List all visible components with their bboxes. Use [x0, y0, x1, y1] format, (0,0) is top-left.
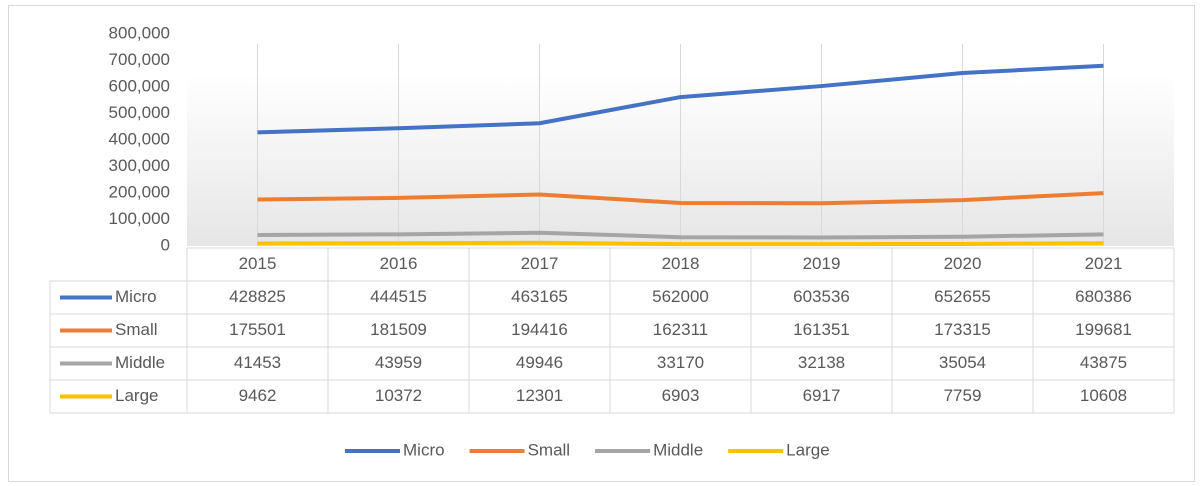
table-cell: 162311 [653, 320, 708, 339]
y-tick-label: 500,000 [109, 103, 170, 122]
x-tick-label: 2021 [1085, 254, 1123, 273]
y-tick-label: 200,000 [109, 182, 170, 201]
table-cell: 43875 [1080, 353, 1127, 372]
table-cell: 199681 [1075, 320, 1132, 339]
x-tick-label: 2018 [662, 254, 700, 273]
table-cell: 49946 [516, 353, 563, 372]
table-cell: 652655 [934, 287, 991, 306]
table-cell: 41453 [234, 353, 281, 372]
table-cell: 562000 [652, 287, 709, 306]
table-cell: 175501 [229, 320, 286, 339]
y-tick-label: 800,000 [109, 23, 170, 42]
table-cell: 35054 [939, 353, 986, 372]
x-tick-label: 2019 [803, 254, 841, 273]
table-cell: 680386 [1075, 287, 1132, 306]
table-cell: 181509 [370, 320, 427, 339]
table-cell: 6903 [662, 386, 700, 405]
y-tick-label: 400,000 [109, 129, 170, 148]
table-series-name: Middle [115, 353, 165, 372]
table-cell: 444515 [370, 287, 427, 306]
series-line [257, 230, 1104, 240]
legend-label: Large [786, 440, 829, 459]
y-tick-label: 0 [161, 235, 170, 254]
table-cell: 6917 [803, 386, 841, 405]
table-cell: 33170 [657, 353, 704, 372]
table-cell: 32138 [798, 353, 845, 372]
series-line [257, 240, 1104, 247]
series-line [257, 63, 1104, 135]
table-cell: 12301 [516, 386, 563, 405]
table-cell: 9462 [239, 386, 277, 405]
table-cell: 10372 [375, 386, 422, 405]
x-tick-label: 2015 [239, 254, 277, 273]
series-line [257, 191, 1104, 206]
table-cell: 173315 [934, 320, 991, 339]
y-tick-label: 700,000 [109, 50, 170, 69]
table-series-name: Micro [115, 287, 157, 306]
legend-label: Middle [653, 440, 703, 459]
table-series-name: Small [115, 320, 158, 339]
table-cell: 10608 [1080, 386, 1127, 405]
legend-label: Small [528, 440, 571, 459]
y-tick-label: 300,000 [109, 156, 170, 175]
x-tick-label: 2016 [380, 254, 418, 273]
x-tick-label: 2017 [521, 254, 559, 273]
table-cell: 194416 [511, 320, 568, 339]
y-tick-label: 600,000 [109, 76, 170, 95]
x-tick-label: 2020 [944, 254, 982, 273]
table-cell: 428825 [229, 287, 286, 306]
table-cell: 603536 [793, 287, 850, 306]
table-cell: 463165 [511, 287, 568, 306]
y-tick-label: 100,000 [109, 209, 170, 228]
legend-label: Micro [403, 440, 445, 459]
table-series-name: Large [115, 386, 158, 405]
table-cell: 161351 [793, 320, 850, 339]
table-cell: 43959 [375, 353, 422, 372]
table-cell: 7759 [944, 386, 982, 405]
